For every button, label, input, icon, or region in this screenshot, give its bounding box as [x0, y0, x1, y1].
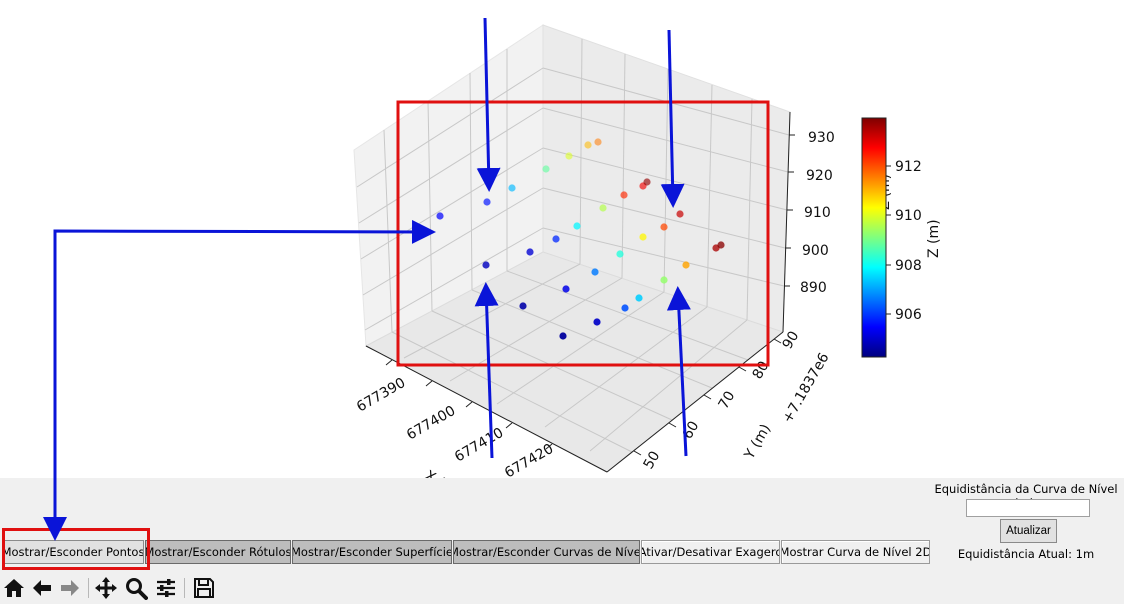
scatter-point: [594, 138, 602, 146]
show-2d-contour-button[interactable]: Mostrar Curva de Nível 2D: [781, 540, 930, 564]
z-tick-label: 900: [802, 243, 829, 259]
scatter-point: [542, 165, 550, 173]
toggle-surface-button[interactable]: Mostrar/Esconder Superfície: [292, 540, 452, 564]
scatter-point: [616, 250, 624, 258]
scatter-point: [562, 285, 570, 293]
scatter-point: [559, 332, 567, 340]
y-tick-label: 80: [750, 359, 773, 382]
toggle-labels-button[interactable]: Mostrar/Esconder Rótulos: [145, 540, 291, 564]
toggle-contours-button[interactable]: Mostrar/Esconder Curvas de Nível: [453, 540, 640, 564]
x-tick-label: 677390: [354, 375, 408, 416]
scatter-point: [635, 294, 643, 302]
colorbar-tick-label: 906: [895, 307, 922, 323]
colorbar-gradient: [861, 117, 887, 358]
scatter-point: [526, 248, 534, 256]
scatter-point: [660, 223, 668, 231]
x-tick-label: 677420: [502, 441, 556, 478]
y-axis-offset: +7.1837e6: [780, 350, 833, 426]
scatter-point: [593, 318, 601, 326]
x-axis-label: X (m): [422, 468, 463, 478]
forward-arrow-icon[interactable]: [58, 576, 82, 600]
scatter-point: [660, 276, 668, 284]
update-button[interactable]: Atualizar: [1000, 519, 1057, 543]
plot-3d-area[interactable]: 677390 677400 677410 677420 X (m) 50 60 …: [0, 0, 1124, 478]
colorbar-label: Z (m): [926, 219, 942, 258]
scatter-point: [591, 268, 599, 276]
y-tick-label: 50: [641, 449, 664, 472]
scatter-point: [552, 235, 560, 243]
scatter-point: [682, 261, 690, 269]
current-interval-text: Equidistância Atual: 1m: [957, 547, 1095, 561]
scatter-point: [621, 304, 629, 312]
scatter-point: [599, 204, 607, 212]
zoom-icon[interactable]: [124, 576, 148, 600]
z-tick-label: 910: [804, 205, 831, 221]
y-tick-label: 60: [680, 419, 703, 442]
scatter-point: [584, 141, 592, 149]
scatter-point: [436, 212, 444, 220]
colorbar-tick-label: 910: [895, 208, 922, 224]
scatter-point: [573, 222, 581, 230]
toggle-points-button[interactable]: Mostrar/Esconder Pontos: [2, 540, 144, 564]
colorbar-tick-label: 912: [895, 159, 922, 175]
scatter-point: [519, 302, 527, 310]
y-tick-label: 70: [716, 389, 739, 412]
scatter-point: [620, 191, 628, 199]
configure-subplots-icon[interactable]: [154, 576, 178, 600]
scatter-point: [483, 198, 491, 206]
scatter-point: [643, 178, 651, 186]
scatter-point: [482, 261, 490, 269]
contour-interval-input[interactable]: [966, 499, 1090, 517]
z-tick-label: 930: [808, 130, 835, 146]
scatter-point: [676, 210, 684, 218]
back-arrow-icon[interactable]: [30, 576, 54, 600]
colorbar-tick-label: 908: [895, 258, 922, 274]
x-tick-label: 677400: [404, 403, 458, 444]
pan-icon[interactable]: [94, 576, 118, 600]
scatter-point: [508, 184, 516, 192]
colorbar: 912 910 908 906 Z (m): [861, 117, 942, 358]
y-axis-label: Y (m): [741, 421, 774, 462]
save-icon[interactable]: [192, 576, 216, 600]
z-tick-label: 920: [806, 168, 833, 184]
scatter-point: [639, 233, 647, 241]
y-tick-label: 90: [780, 329, 803, 352]
home-icon[interactable]: [2, 576, 26, 600]
toggle-exaggeration-button[interactable]: Ativar/Desativar Exagero: [641, 540, 780, 564]
scatter-point: [565, 152, 573, 160]
z-tick-label: 890: [800, 280, 827, 296]
scatter-point: [717, 241, 725, 249]
x-tick-label: 677410: [452, 425, 506, 466]
navigation-toolbar: [0, 574, 230, 602]
